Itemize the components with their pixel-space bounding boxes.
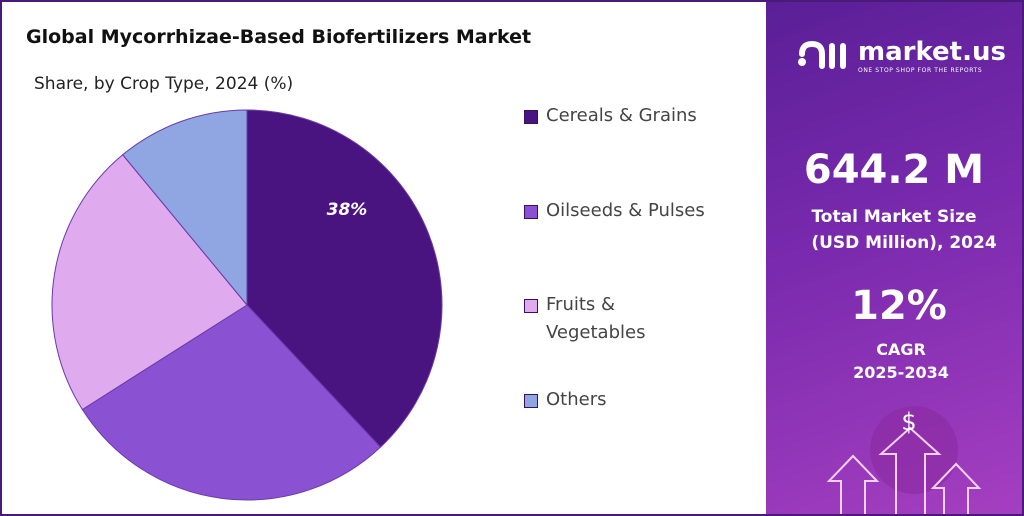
market-us-logo-icon <box>798 40 846 69</box>
chart-title: Global Mycorrhizae-Based Biofertilizers … <box>26 26 532 48</box>
legend-item: Others <box>524 389 607 414</box>
market-size-label: Total Market Size <box>811 207 977 227</box>
logo-textbox: market.us ONE STOP SHOP FOR THE REPORTS <box>858 38 1006 75</box>
info-panel: market.us ONE STOP SHOP FOR THE REPORTS … <box>766 2 1022 514</box>
pie-slice-oilseeds-pulses <box>81 304 382 501</box>
chart-subtitle: Share, by Crop Type, 2024 (%) <box>34 74 294 94</box>
legend-label: Fruits & Vegetables <box>546 294 646 343</box>
pie-slice-fruits-vegetables <box>51 154 248 411</box>
logo-tagline: ONE STOP SHOP FOR THE REPORTS <box>858 67 983 74</box>
cagr-value: 12% <box>851 283 947 329</box>
dollar-icon: $ <box>901 408 916 436</box>
legend-swatch <box>524 205 538 219</box>
legend-item: Fruits & Vegetables <box>524 294 645 347</box>
cagr-label: CAGR <box>876 340 926 359</box>
cagr-period: 2025-2034 <box>853 363 949 382</box>
logo: market.us ONE STOP SHOP FOR THE REPORTS <box>796 38 1006 75</box>
growth-arrows-icon: $ <box>826 406 982 514</box>
pie-chart: 38% <box>51 109 443 501</box>
legend-swatch <box>524 110 538 124</box>
market-size-unit: (USD Million), 2024 <box>811 233 997 253</box>
legend-label: Others <box>546 389 607 410</box>
legend-label: Cereals & Grains <box>546 105 697 126</box>
legend-label: Oilseeds & Pulses <box>546 200 705 221</box>
legend-item: Oilseeds & Pulses <box>524 200 705 225</box>
data-label: 38% <box>327 200 368 220</box>
pie-slice-others <box>121 109 248 307</box>
legend-item: Cereals & Grains <box>524 105 697 130</box>
legend-swatch <box>524 299 538 313</box>
legend-swatch <box>524 394 538 408</box>
market-size-value: 644.2 M <box>803 147 985 193</box>
logo-text: market.us <box>858 37 1006 67</box>
pie-slice-cereals-grains <box>246 109 443 448</box>
